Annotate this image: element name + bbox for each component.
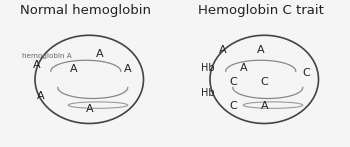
Text: A: A — [257, 45, 265, 55]
Text: C: C — [229, 101, 237, 111]
Text: A: A — [33, 60, 41, 70]
Text: Hemoglobin C trait: Hemoglobin C trait — [198, 4, 324, 17]
Text: Normal hemoglobin: Normal hemoglobin — [20, 4, 151, 17]
Text: A: A — [260, 101, 268, 111]
Text: A: A — [36, 91, 44, 101]
Text: C: C — [260, 77, 268, 87]
Text: hemoglobin A: hemoglobin A — [22, 53, 72, 59]
Text: Hb: Hb — [202, 63, 215, 73]
Text: A: A — [96, 49, 104, 59]
Text: A: A — [70, 64, 77, 74]
Text: C: C — [302, 69, 310, 78]
Text: A: A — [124, 64, 132, 74]
Text: A: A — [85, 104, 93, 114]
Text: A: A — [239, 63, 247, 73]
Text: A: A — [218, 45, 226, 55]
Text: Hb: Hb — [202, 88, 215, 98]
Text: C: C — [229, 77, 237, 87]
